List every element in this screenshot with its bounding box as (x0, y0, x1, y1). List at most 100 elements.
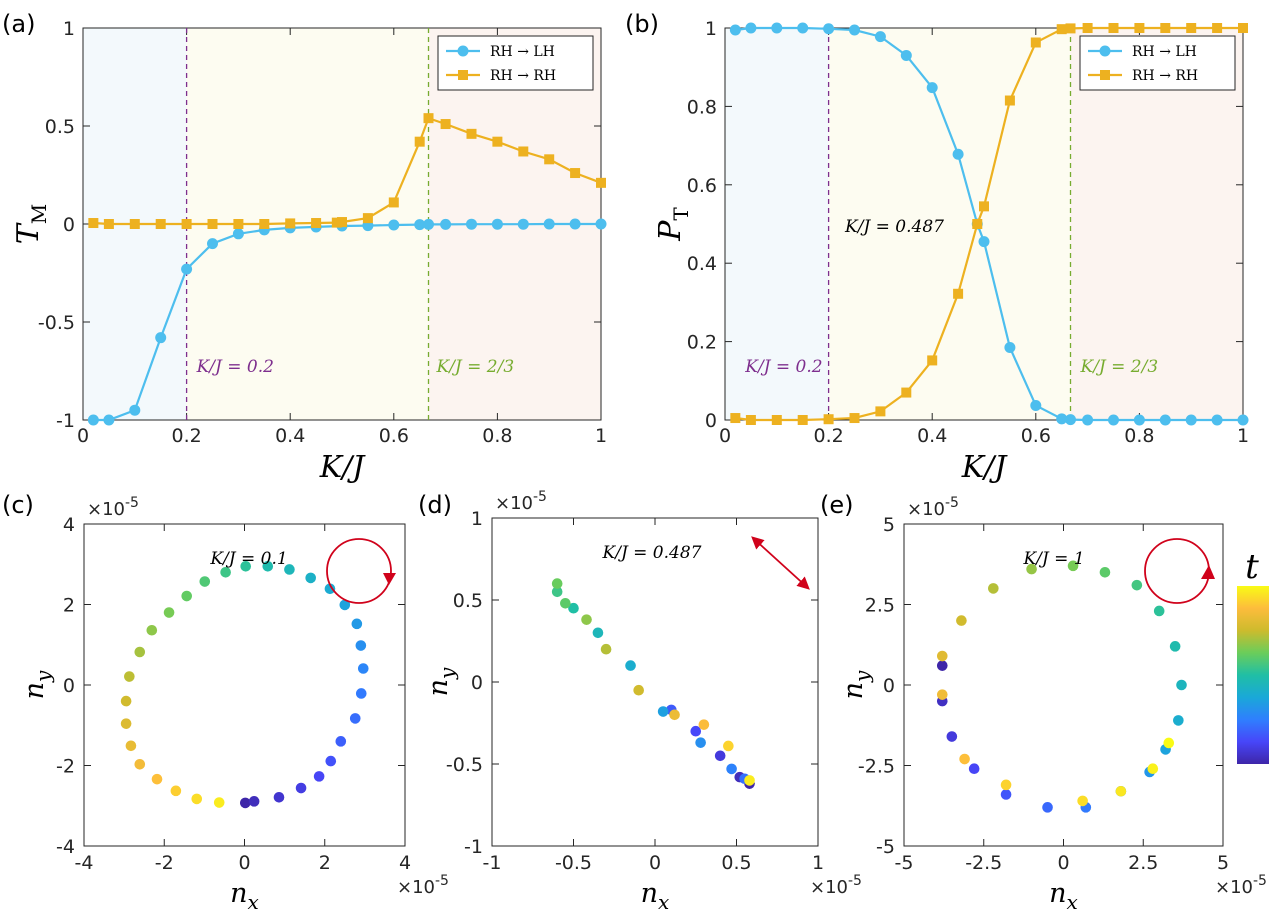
linear-polarization-icon (751, 536, 810, 590)
data-point (1186, 23, 1197, 33)
data-point (771, 415, 782, 425)
y-exponent-label: ×10-5 (907, 495, 959, 520)
scatter-point (633, 684, 644, 696)
data-point (797, 415, 808, 425)
scatter-point (936, 689, 948, 700)
polarization-line (751, 536, 810, 590)
y-tick-label: 5 (883, 514, 895, 536)
data-point (466, 218, 477, 230)
panel-label: (b) (625, 10, 659, 38)
scatter-point (163, 607, 175, 618)
y-axis-label: ny (423, 667, 459, 696)
x-tick-label: 0.6 (379, 425, 409, 447)
x-tick-label: 0.6 (1021, 425, 1051, 447)
scatter-point (355, 640, 367, 651)
panel-title: K/J = 1 (1022, 549, 1084, 569)
data-point (492, 136, 503, 147)
scatter-point (1000, 779, 1012, 791)
polarization-circle (326, 538, 392, 604)
y-axis-label: ny (19, 670, 55, 699)
y-tick-label: 1 (705, 18, 717, 40)
y-tick-label: 0.5 (45, 116, 75, 138)
y-tick-label: 0 (63, 214, 75, 236)
x-axis-label-sub: x (248, 890, 259, 909)
data-point (232, 228, 244, 240)
data-point (874, 31, 886, 43)
scatter-point (355, 688, 367, 699)
data-point (233, 219, 244, 229)
y-tick-label: 0 (63, 675, 75, 697)
x-axis-label: K/J (319, 450, 367, 485)
data-point (1065, 414, 1077, 426)
scatter-point (220, 567, 231, 578)
data-point (1030, 399, 1042, 411)
data-point (1030, 37, 1041, 48)
data-point (926, 82, 938, 94)
y-axis-label: TM (11, 204, 51, 245)
threshold-label-1: K/J = 2/3 (1080, 357, 1159, 377)
scatter-point (669, 709, 680, 721)
scatter-point (151, 773, 163, 785)
x-tick-label: 0.8 (482, 425, 512, 447)
y-tick-label: -0.5 (38, 312, 75, 334)
y-exponent-power: -5 (945, 495, 959, 511)
y-tick-label: -1 (464, 836, 483, 858)
scatter-point (120, 695, 132, 707)
panel-d: -1 -0.5 0 0.5 1 -1 -0.5 0 0.5 1 K/J = 0.487 ×10-5 ×1… (418, 489, 862, 909)
threshold-label-0: K/J = 0.2 (196, 357, 274, 377)
y-axis-label-sub: y (435, 667, 459, 680)
data-point (927, 355, 938, 366)
data-point (745, 415, 756, 425)
data-point (1237, 414, 1249, 426)
y-axis-label: ny (838, 670, 874, 699)
x-tick-label: 5 (1217, 852, 1229, 874)
scatter-point (124, 671, 135, 682)
y-exponent-power: -5 (533, 489, 547, 505)
scatter-point (560, 597, 571, 609)
x-tick-label: 0.5 (721, 852, 751, 874)
data-point (729, 24, 741, 36)
scatter-point (1026, 563, 1037, 575)
scatter-point (134, 758, 146, 770)
data-point (596, 177, 606, 188)
scatter-point (698, 719, 710, 730)
axes-box (491, 517, 819, 847)
data-point (1082, 23, 1093, 33)
x-tick-label: -1 (483, 852, 502, 874)
y-tick-label: 0.6 (687, 175, 717, 197)
region-2 (1070, 28, 1243, 420)
x-exponent-power: -5 (848, 873, 862, 889)
scatter-point (744, 775, 755, 786)
data-point (849, 24, 860, 36)
data-point (595, 218, 607, 230)
data-point (337, 217, 347, 228)
data-point (103, 219, 114, 229)
y-tick-label: -1 (56, 410, 75, 432)
scatter-point (726, 763, 737, 775)
data-point (797, 22, 809, 34)
panel-e: -5 -2.5 0 2.5 5 -5 -2.5 0 2.5 5 K/J = 1 ×10-5 ×10-5 (… (820, 491, 1267, 909)
y-tick-label: -2 (56, 756, 75, 778)
legend-marker (1100, 70, 1110, 80)
scatter-point (1153, 605, 1165, 617)
x-axis-label: nx (1049, 878, 1078, 909)
y-tick-label: -2.5 (858, 756, 895, 778)
panel-label: (d) (418, 491, 452, 519)
x-tick-label: 1 (1237, 425, 1249, 447)
x-tick-label: 1 (812, 852, 824, 874)
scatter-point (959, 753, 970, 765)
y-tick-label: -4 (56, 836, 75, 858)
data-point (823, 414, 834, 425)
y-exponent-label: ×10-5 (495, 489, 547, 514)
data-point (1004, 95, 1015, 106)
scatter-point (690, 725, 702, 737)
y-tick-label: 0 (705, 410, 717, 432)
legend-entry: RH → LH (490, 44, 555, 60)
scatter-point (988, 583, 999, 594)
colorbar-label: t (1245, 547, 1259, 587)
data-point (1133, 414, 1145, 426)
x-exponent-label: ×10-5 (810, 873, 862, 898)
data-point (87, 414, 99, 426)
legend-box (1079, 35, 1236, 91)
scatter-point (657, 706, 669, 717)
